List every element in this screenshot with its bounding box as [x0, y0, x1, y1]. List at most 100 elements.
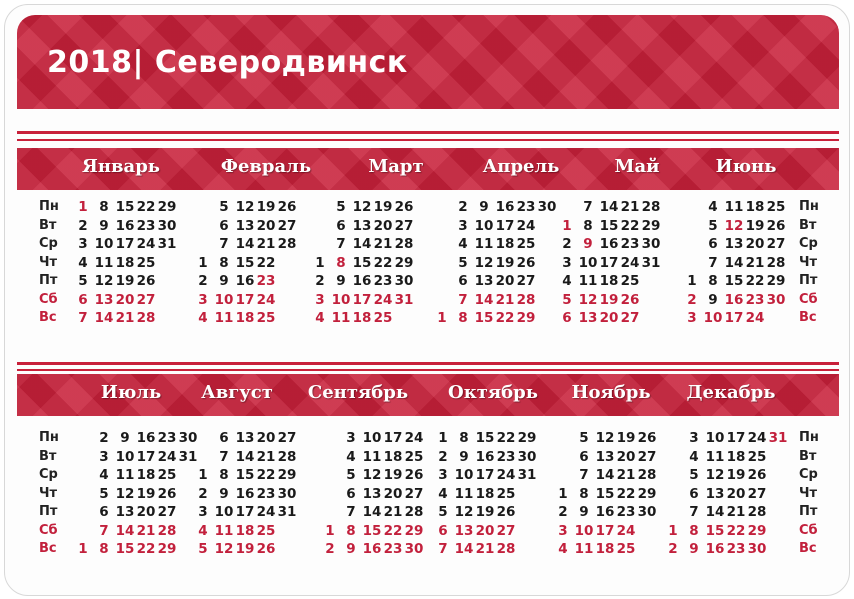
day-cell: 17 [235, 504, 255, 520]
day-cell: 29 [516, 310, 536, 326]
day-cell: 10 [574, 522, 594, 539]
day-cell: 22 [256, 254, 276, 271]
day-cell: 13 [595, 448, 615, 465]
day-cell: 6 [346, 485, 356, 502]
day-cell: 4 [198, 522, 208, 539]
weekday-label: Ср [39, 467, 58, 482]
day-cell: 9 [219, 273, 229, 289]
day-cell: 9 [579, 504, 589, 520]
day-cell: 17 [235, 291, 255, 308]
day-cell: 18 [235, 310, 255, 326]
weekday-label: Сб [799, 522, 818, 538]
day-cell: 29 [157, 541, 177, 557]
day-cell: 16 [362, 541, 382, 557]
day-cell: 24 [404, 430, 424, 446]
day-cell: 19 [383, 467, 403, 483]
month-name: Октябрь [448, 382, 538, 403]
day-cell: 26 [620, 291, 640, 308]
day-cell: 14 [595, 467, 615, 483]
day-cell: 28 [136, 310, 156, 326]
day-cell: 7 [78, 310, 88, 326]
weekday-label: Чт [799, 254, 818, 270]
day-cell: 9 [336, 273, 346, 289]
day-cell: 13 [235, 430, 255, 446]
day-cell: 2 [315, 273, 325, 289]
day-cell: 15 [115, 541, 135, 557]
day-cell: 18 [235, 522, 255, 539]
day-cell: 7 [219, 448, 229, 465]
day-cell: 8 [346, 522, 356, 539]
day-cell: 31 [517, 467, 537, 483]
day-cell: 4 [99, 467, 109, 483]
day-cell: 27 [277, 430, 297, 446]
months-band-top: Январь Февраль Март Апрель Май Июнь [17, 148, 839, 190]
day-cell: 12 [578, 291, 598, 308]
day-cell: 9 [99, 217, 109, 234]
day-cell: 14 [362, 504, 382, 520]
day-cell: 4 [562, 273, 572, 289]
day-cell: 25 [766, 199, 786, 215]
day-cell: 11 [115, 467, 135, 483]
weekday-label: Вс [799, 541, 817, 556]
day-cell: 30 [277, 485, 297, 502]
day-cell: 26 [766, 217, 786, 234]
day-cell: 12 [705, 467, 725, 483]
day-cell: 4 [558, 541, 568, 557]
day-cell: 19 [115, 273, 135, 289]
day-cell: 20 [495, 273, 515, 289]
day-cell: 21 [256, 448, 276, 465]
day-cell: 17 [599, 254, 619, 271]
day-cell: 11 [331, 310, 351, 326]
day-cell: 23 [616, 504, 636, 520]
day-cell: 9 [219, 485, 229, 502]
weekday-label: Вс [39, 541, 57, 556]
day-cell: 7 [708, 254, 718, 271]
day-cell: 8 [219, 254, 229, 271]
day-cell: 17 [724, 310, 744, 326]
day-cell: 18 [726, 448, 746, 465]
day-cell: 17 [475, 467, 495, 483]
day-cell: 2 [558, 504, 568, 520]
day-cell: 20 [136, 504, 156, 520]
day-cell: 10 [454, 467, 474, 483]
day-cell: 24 [620, 254, 640, 271]
day-cell: 27 [620, 310, 640, 326]
day-cell: 27 [277, 217, 297, 234]
day-cell: 16 [705, 541, 725, 557]
day-cell: 1 [78, 541, 88, 557]
day-cell: 24 [516, 217, 536, 234]
day-cell: 21 [383, 504, 403, 520]
day-cell: 15 [475, 430, 495, 446]
day-cell: 7 [583, 199, 593, 215]
day-cell: 6 [458, 273, 468, 289]
day-cell: 30 [157, 217, 177, 234]
day-cell: 31 [277, 504, 297, 520]
day-cell: 13 [94, 291, 114, 308]
day-cell: 3 [562, 254, 572, 271]
day-cell: 1 [687, 273, 697, 289]
divider [17, 139, 839, 141]
weekday-label: Пт [799, 504, 818, 519]
day-cell: 31 [157, 236, 177, 252]
day-cell: 23 [373, 273, 393, 289]
day-cell: 10 [331, 291, 351, 308]
day-cell: 9 [479, 199, 489, 215]
day-cell: 13 [474, 273, 494, 289]
day-cell: 19 [495, 254, 515, 271]
weekday-label: Ср [799, 467, 818, 482]
day-cell: 10 [362, 430, 382, 446]
day-cell: 16 [724, 291, 744, 308]
day-cell: 23 [136, 217, 156, 234]
day-cell: 23 [256, 273, 276, 289]
day-cell: 11 [214, 522, 234, 539]
day-cell: 8 [583, 217, 593, 234]
day-cell: 21 [495, 291, 515, 308]
day-cell: 7 [346, 504, 356, 520]
day-cell: 22 [383, 522, 403, 539]
day-cell: 11 [574, 541, 594, 557]
calendar-title: 2018| Северодвинск [47, 45, 408, 80]
day-cell: 4 [198, 310, 208, 326]
day-cell: 5 [458, 254, 468, 271]
day-cell: 6 [708, 236, 718, 252]
day-cell: 25 [373, 310, 393, 326]
